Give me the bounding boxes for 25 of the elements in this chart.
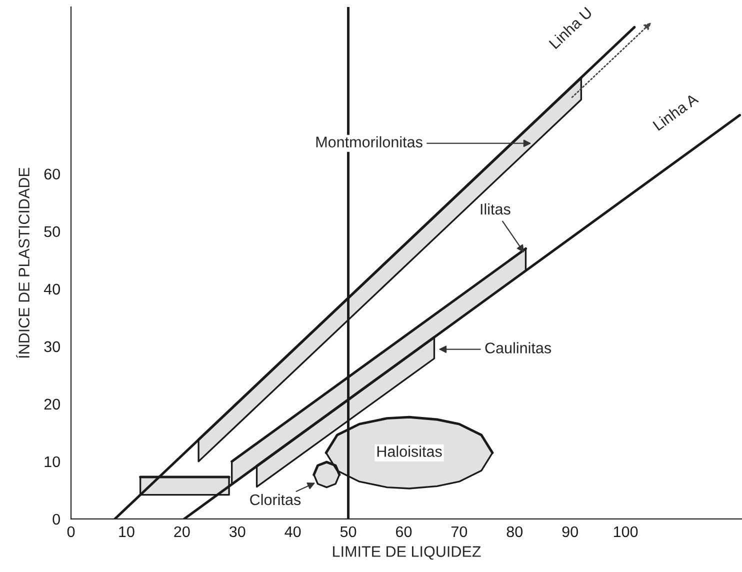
x-tick-label: 50 (340, 526, 356, 538)
series-label: Haloisitas (377, 446, 442, 457)
y-tick-label: 20 (44, 398, 60, 410)
annotation: Montmorilonitas (316, 136, 422, 148)
annotation: Ilitas (480, 203, 510, 215)
y-tick-label: 30 (44, 341, 60, 352)
x-tick-label: 0 (67, 526, 75, 538)
x-tick-label: 70 (451, 526, 468, 538)
x-tick-label: 60 (396, 526, 412, 538)
annotation: Cloritas (250, 494, 301, 506)
y-tick-label: 0 (52, 514, 60, 525)
y-tick-label: 50 (44, 226, 60, 238)
x-tick-label: 20 (174, 526, 190, 538)
y-tick-label: 60 (44, 168, 60, 180)
x-tick-label: 80 (506, 526, 523, 538)
x-axis-title: LIMITE DE LIQUIDEZ (333, 546, 481, 560)
x-tick-label: 100 (614, 526, 638, 538)
y-axis-title: ÍNDICE DE PLASTICIDADE (16, 168, 30, 358)
x-tick-label: 40 (284, 526, 301, 538)
y-tick-label: 10 (44, 456, 60, 468)
x-tick-label: 10 (119, 526, 134, 538)
x-tick-label: 30 (229, 526, 246, 538)
y-tick-label: 40 (44, 284, 60, 295)
annotation: Caulinitas (485, 342, 552, 354)
x-tick-label: 90 (562, 526, 578, 538)
